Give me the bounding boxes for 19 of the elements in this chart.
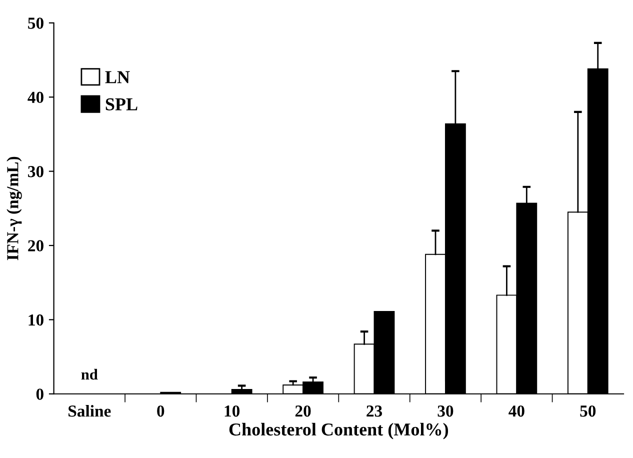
annotation: nd: [81, 368, 98, 380]
legend-label: SPL: [106, 98, 138, 110]
x-tick-label: Saline: [68, 404, 111, 417]
x-tick-label: 30: [438, 405, 454, 417]
y-tick-label: 20: [28, 240, 44, 252]
x-tick-label: 50: [580, 405, 596, 417]
x-tick-label: 40: [508, 405, 524, 417]
y-tick-label: 0: [36, 388, 44, 400]
x-tick-label: 23: [366, 406, 382, 417]
x-tick-label: 0: [157, 405, 164, 417]
y-tick-label: 40: [28, 92, 44, 104]
x-tick-label: 20: [295, 405, 311, 417]
y-tick-label: 50: [28, 18, 44, 29]
x-tick-label: 10: [224, 405, 240, 417]
x-axis-title: Cholesterol Content (Mol%): [229, 422, 448, 440]
legend-label: LN: [105, 71, 130, 84]
y-tick-label: 10: [28, 314, 44, 326]
y-axis-title: IFN-γ (ng/mL): [6, 156, 22, 260]
y-tick-label: 30: [28, 166, 44, 178]
